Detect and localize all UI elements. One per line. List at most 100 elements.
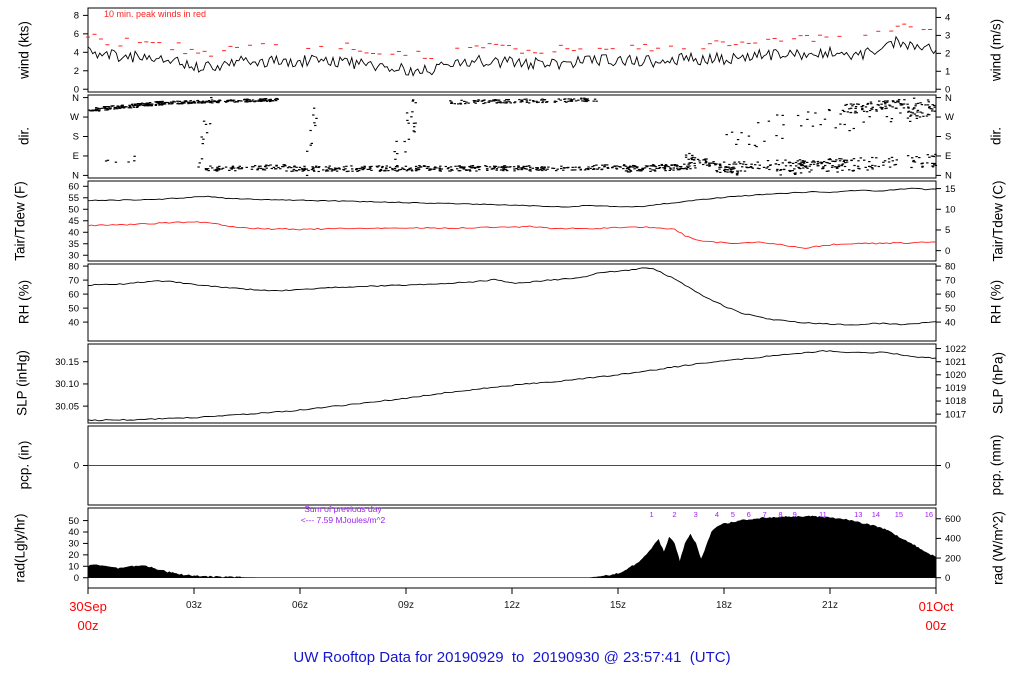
panel-slp: 30.05 30.10 30.15 1017 1018 1019 1020 1021 1022 [55,343,966,424]
tick-label: 70 [68,275,79,286]
tick-label: 50 [68,303,79,314]
radiation-sum-annotation: Sum of previous day <--- 7.59 MJoules/m^… [243,504,443,526]
y-label-rad-wm2: rad (W/m^2) [990,511,1006,585]
radiation-marker-label: 4 [715,510,719,519]
tick-label: 30 [68,539,79,550]
end-date-line2: 00z [925,618,947,633]
tick-label: 4 [945,13,950,24]
y-label-temp-c: Tair/Tdew (C) [990,180,1006,262]
tick-label: 40 [945,317,956,328]
tick-label: 45 [68,216,79,227]
series-wind-peak [86,23,933,60]
tick-label: N [945,171,952,182]
radiation-marker-label: 1 [650,510,654,519]
tick-label: 1 [945,66,950,77]
tick-label: 0 [74,84,79,95]
tick-label: 2 [74,66,79,77]
radiation-marker-label: 16 [925,510,933,519]
end-date-line1: 01Oct [918,599,954,614]
radiation-marker-label: 14 [872,510,880,519]
x-axis: 03z 06z 09z 12z 15z 18z 21z [87,588,937,611]
y-label-slp-inhg: SLP (inHg) [14,350,30,416]
tick-label: 400 [945,534,961,545]
series-sea-level-pressure [87,350,937,422]
tick-label: 200 [945,553,961,564]
x-tick-label: 09z [398,600,414,611]
tick-label: 600 [945,514,961,525]
y-label-rad-lgly: rad(Lgly/hr) [12,513,28,583]
tick-label: 35 [68,239,79,250]
radiation-marker-label: 6 [747,510,751,519]
x-axis-start-date: 30Sep 00z [43,597,133,635]
tick-label: 80 [945,261,956,272]
x-tick-label: 12z [504,600,520,611]
radiation-marker-label: 15 [895,510,903,519]
series-solar-radiation [87,515,937,578]
tick-label: N [72,171,79,182]
y-label-wind-ms: wind (m/s) [988,18,1004,82]
start-date-line1: 30Sep [69,599,107,614]
tick-label: 10 [68,561,79,572]
tick-label: 30.05 [55,401,79,412]
tick-label: 40 [68,227,79,238]
y-label-wind-kts: wind (kts) [16,21,32,79]
radiation-sum-line1: Sum of previous day [304,504,382,514]
tick-label: 0 [945,573,950,584]
tick-label: 1022 [945,344,966,355]
radiation-marker-label: 13 [854,510,862,519]
tick-label: 3 [945,31,950,42]
tick-label: 50 [68,204,79,215]
tick-label: E [945,151,951,162]
tick-label: 55 [68,193,79,204]
tick-label: 30.10 [55,379,79,390]
tick-label: 60 [68,181,79,192]
tick-label: S [73,132,79,143]
tick-label: 15 [945,184,956,195]
panel-rh: 40 50 60 70 80 40 50 60 70 80 [68,261,956,342]
figure-title: UW Rooftop Data for 20190929 to 20190930… [293,649,731,666]
y-label-dir-left: dir. [16,126,32,146]
tick-label: 1021 [945,357,966,368]
series-dewpoint-temperature [87,221,937,249]
y-label-pcp-in: pcp. (in) [16,440,32,490]
tick-label: 0 [945,461,950,472]
tick-label: 70 [945,275,956,286]
x-axis-end-date: 01Oct 00z [891,597,981,635]
tick-label: 60 [945,289,956,300]
series-wind-direction [88,97,937,176]
tick-label: 1017 [945,409,966,420]
tick-label: 30.15 [55,357,79,368]
tick-label: 10 [945,204,956,215]
series-air-temperature [87,187,937,208]
tick-label: S [945,132,951,143]
series-wind-average [87,35,937,77]
radiation-marker-label: 2 [672,510,676,519]
tick-label: 0 [945,246,950,257]
tick-label: 60 [68,289,79,300]
y-label-rh-right: RH (%) [988,279,1004,325]
x-tick-label: 15z [610,600,626,611]
tick-label: 2 [945,49,950,60]
x-tick-label: 03z [186,600,202,611]
x-tick-label: 21z [822,600,838,611]
tick-label: 40 [68,317,79,328]
series-relative-humidity [87,267,937,326]
tick-label: 8 [74,11,79,22]
tick-label: 6 [74,29,79,40]
series-radiation-hour-markers: 1 2 3 4 5 6 7 8 9 11 13 14 15 16 [650,510,934,519]
x-tick-label: 18z [716,600,732,611]
tick-label: 50 [68,516,79,527]
x-tick-label: 06z [292,600,308,611]
tick-label: W [70,112,79,123]
tick-label: N [72,93,79,104]
radiation-marker-label: 9 [793,510,797,519]
y-label-slp-hpa: SLP (hPa) [990,351,1006,415]
tick-label: 1019 [945,383,966,394]
tick-label: W [945,112,954,123]
